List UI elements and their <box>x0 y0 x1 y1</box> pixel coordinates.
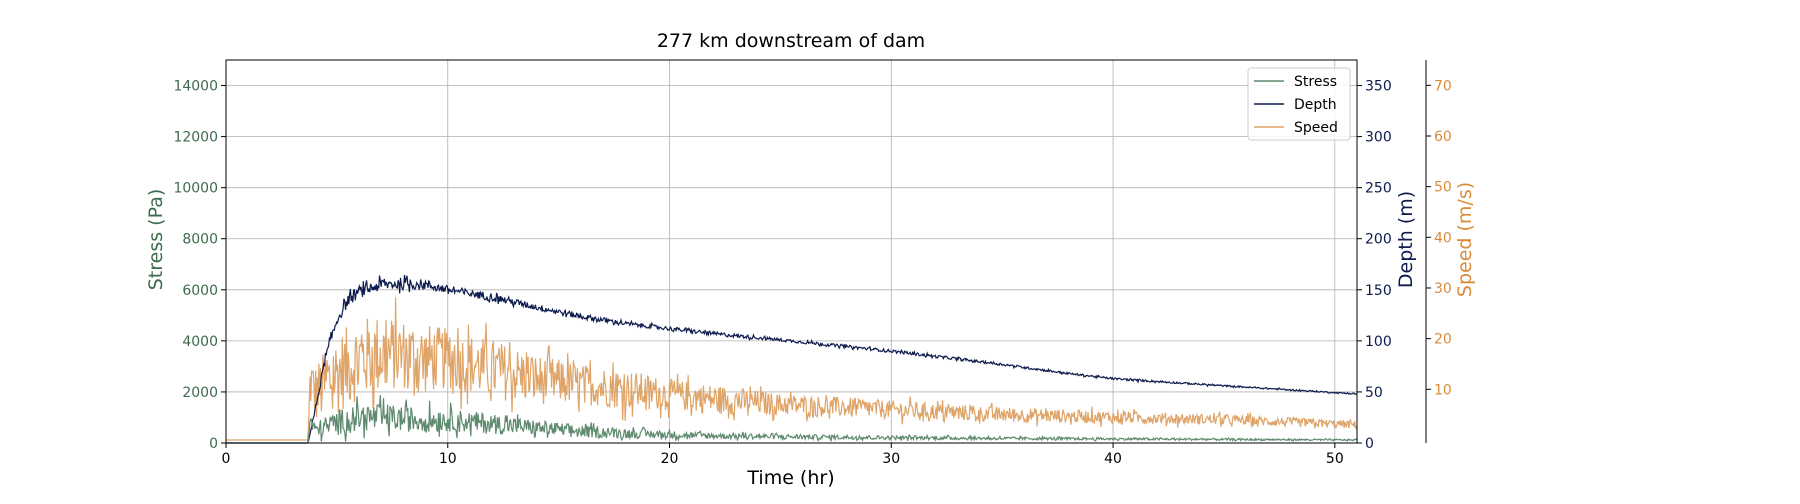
x-tick-label: 20 <box>661 451 679 467</box>
far-right-y-tick-label: 70 <box>1434 78 1452 94</box>
right-y-axis-label: Depth (m) <box>1395 191 1417 288</box>
x-tick-label: 40 <box>1104 451 1122 467</box>
left-y-tick-label: 0 <box>209 436 218 452</box>
far-right-y-tick-label: 40 <box>1434 230 1452 246</box>
far-right-y-axis-label: Speed (m/s) <box>1454 182 1476 297</box>
plot-frame <box>225 59 1358 444</box>
left-y-tick-label: 14000 <box>173 79 218 95</box>
right-y-tick-label: 300 <box>1365 130 1392 146</box>
axes: 0 10 20 30 40 5002000400060008000100001200014… <box>173 59 1452 467</box>
series-line-speed <box>226 297 1358 441</box>
legend-label-depth: Depth <box>1294 97 1337 113</box>
right-y-tick-label: 200 <box>1365 232 1392 248</box>
x-tick-label: 50 <box>1326 451 1344 467</box>
far-right-y-tick-label: 20 <box>1434 332 1452 348</box>
plot-series <box>226 274 1358 444</box>
x-tick-label: 0 <box>222 451 231 467</box>
legend-label-speed: Speed <box>1294 120 1338 136</box>
left-y-tick-label: 6000 <box>182 283 218 299</box>
left-y-tick-label: 4000 <box>182 334 218 350</box>
right-y-tick-label: 250 <box>1365 181 1392 197</box>
left-y-axis-label: Stress (Pa) <box>145 189 167 291</box>
far-right-y-tick-label: 10 <box>1434 382 1452 398</box>
series-line-stress <box>226 395 1358 444</box>
left-y-tick-label: 10000 <box>173 181 218 197</box>
legend-label-stress: Stress <box>1294 74 1337 90</box>
right-y-tick-label: 50 <box>1365 385 1383 401</box>
left-y-tick-label: 12000 <box>173 130 218 146</box>
chart-title: 277 km downstream of dam <box>657 30 925 52</box>
right-y-tick-label: 150 <box>1365 283 1392 299</box>
far-right-y-tick-label: 50 <box>1434 180 1452 196</box>
right-y-tick-label: 350 <box>1365 79 1392 95</box>
left-y-tick-label: 2000 <box>182 385 218 401</box>
x-tick-label: 10 <box>439 451 457 467</box>
x-axis-label: Time (hr) <box>746 467 834 489</box>
legend-box <box>1247 67 1351 141</box>
far-right-y-tick-label: 30 <box>1434 281 1452 297</box>
series-line-depth <box>226 274 1358 444</box>
legend: Stress Depth Speed <box>1247 67 1351 141</box>
x-tick-label: 30 <box>882 451 900 467</box>
right-y-tick-label: 100 <box>1365 334 1392 350</box>
far-right-y-tick-label: 60 <box>1434 129 1452 145</box>
right-y-tick-label: 0 <box>1365 436 1374 452</box>
left-y-tick-label: 8000 <box>182 232 218 248</box>
